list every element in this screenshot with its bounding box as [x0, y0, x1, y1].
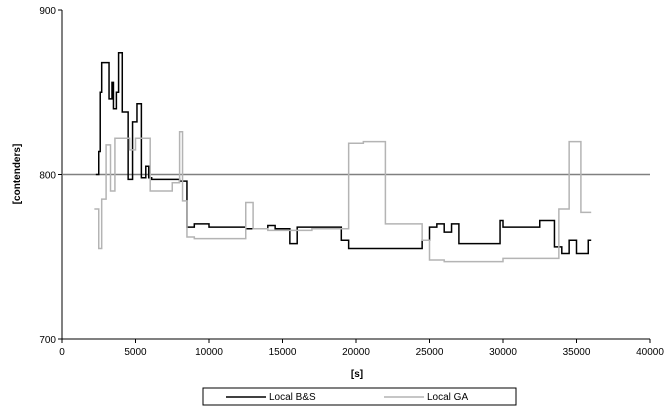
y-tick-label: 700: [39, 335, 56, 346]
x-tick-label: 0: [59, 347, 65, 358]
x-tick-label: 25000: [416, 347, 444, 358]
x-tick-label: 15000: [269, 347, 297, 358]
x-tick-label: 40000: [636, 347, 664, 358]
x-ticks: 0 5000 10000 15000 20000 25000 30000 35000 40000: [59, 339, 664, 358]
series-line-local-bs: [95, 52, 592, 255]
y-tick-label: 900: [39, 6, 56, 17]
series-line-local-ga: [94, 130, 592, 263]
x-tick-label: 5000: [124, 347, 147, 358]
x-tick-label: 30000: [489, 347, 517, 358]
legend-label-local-bs: Local B&S: [269, 392, 316, 403]
y-axis-label: [contenders]: [12, 144, 23, 205]
x-axis-label: [s]: [351, 369, 363, 380]
y-tick-label: 800: [39, 171, 56, 182]
x-tick-label: 20000: [342, 347, 370, 358]
series-layer: [94, 52, 592, 263]
legend-box: [202, 387, 517, 406]
legend: Local B&S Local GA: [202, 387, 517, 406]
x-tick-label: 10000: [195, 347, 223, 358]
x-tick-label: 35000: [563, 347, 591, 358]
y-ticks: 700 800 900: [39, 6, 62, 346]
legend-label-local-ga: Local GA: [427, 392, 468, 403]
